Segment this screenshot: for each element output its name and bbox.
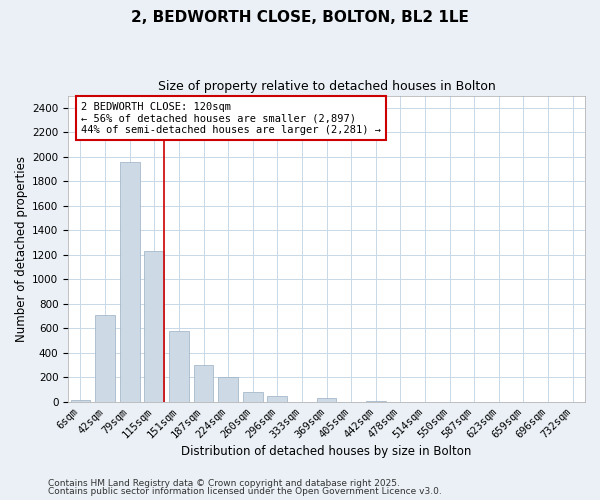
Text: 2 BEDWORTH CLOSE: 120sqm
← 56% of detached houses are smaller (2,897)
44% of sem: 2 BEDWORTH CLOSE: 120sqm ← 56% of detach… bbox=[81, 102, 381, 135]
Bar bbox=[120, 162, 140, 402]
Bar bbox=[268, 396, 287, 402]
Bar bbox=[95, 315, 115, 402]
Bar bbox=[218, 378, 238, 402]
Bar bbox=[317, 398, 337, 402]
Bar bbox=[145, 251, 164, 402]
Bar bbox=[366, 400, 386, 402]
Text: Contains public sector information licensed under the Open Government Licence v3: Contains public sector information licen… bbox=[48, 487, 442, 496]
X-axis label: Distribution of detached houses by size in Bolton: Distribution of detached houses by size … bbox=[181, 444, 472, 458]
Y-axis label: Number of detached properties: Number of detached properties bbox=[15, 156, 28, 342]
Text: 2, BEDWORTH CLOSE, BOLTON, BL2 1LE: 2, BEDWORTH CLOSE, BOLTON, BL2 1LE bbox=[131, 10, 469, 25]
Bar bbox=[169, 332, 189, 402]
Text: Contains HM Land Registry data © Crown copyright and database right 2025.: Contains HM Land Registry data © Crown c… bbox=[48, 478, 400, 488]
Bar bbox=[194, 365, 214, 402]
Title: Size of property relative to detached houses in Bolton: Size of property relative to detached ho… bbox=[158, 80, 496, 93]
Bar bbox=[243, 392, 263, 402]
Bar bbox=[71, 400, 90, 402]
